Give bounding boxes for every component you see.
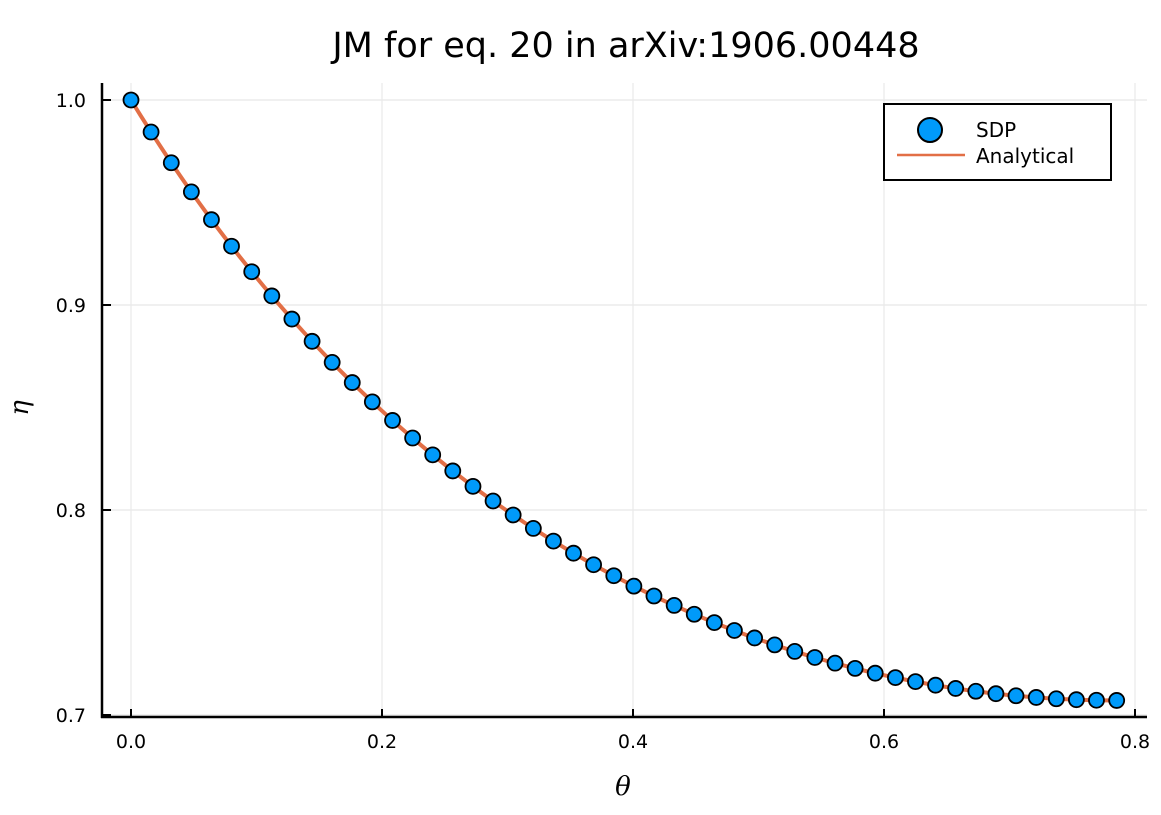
sdp-point <box>826 654 844 672</box>
sdp-point <box>484 492 502 510</box>
sdp-point <box>766 636 784 654</box>
y-axis-label: η <box>5 400 35 416</box>
legend-sdp-marker-icon <box>917 117 943 143</box>
sdp-point <box>806 649 824 666</box>
sdp-point <box>705 614 723 632</box>
sdp-point <box>1027 689 1045 706</box>
x-axis-label: θ <box>615 772 631 802</box>
sdp-point <box>846 659 864 677</box>
legend-box <box>883 103 1112 181</box>
sdp-point <box>243 263 261 281</box>
sdp-point <box>1108 692 1126 709</box>
sdp-point <box>585 556 602 574</box>
sdp-point <box>363 393 381 411</box>
sdp-point <box>424 446 442 464</box>
sdp-point <box>1067 691 1085 709</box>
x-tick-label: 0.6 <box>869 731 899 753</box>
x-tick-labels: 0.0 0.2 0.4 0.6 0.8 <box>116 731 1150 753</box>
sdp-point <box>947 680 965 697</box>
legend-label-sdp: SDP <box>976 118 1016 142</box>
sdp-point <box>987 685 1005 703</box>
x-tick-label: 0.0 <box>116 731 146 753</box>
sdp-point <box>142 123 160 141</box>
sdp-point <box>343 374 361 391</box>
sdp-point <box>565 544 582 562</box>
y-tick-label: 0.8 <box>56 500 86 522</box>
sdp-point <box>625 577 643 595</box>
x-tick-label: 0.8 <box>1120 731 1150 753</box>
sdp-markers <box>122 91 1126 709</box>
sdp-point <box>323 354 341 371</box>
sdp-point <box>907 673 924 691</box>
grid <box>102 83 1147 717</box>
sdp-point <box>384 412 401 429</box>
sdp-point <box>866 664 884 682</box>
chart-title: JM for eq. 20 in arXiv:1906.00448 <box>330 26 919 66</box>
sdp-point <box>927 676 944 694</box>
sdp-point <box>122 91 140 109</box>
axes <box>100 83 1147 719</box>
sdp-point <box>203 211 220 229</box>
sdp-point <box>464 477 482 495</box>
sdp-point <box>404 429 422 447</box>
sdp-point <box>162 154 180 172</box>
y-tick-label: 0.9 <box>56 295 86 317</box>
sdp-point <box>665 597 683 614</box>
sdp-point <box>223 237 240 255</box>
legend-label-analytical: Analytical <box>976 144 1074 168</box>
sdp-point <box>545 532 562 550</box>
sdp-point <box>1047 690 1065 708</box>
sdp-point <box>685 605 703 623</box>
y-tick-label: 1.0 <box>56 90 86 112</box>
sdp-point <box>887 669 904 687</box>
sdp-point <box>263 287 281 305</box>
sdp-point <box>786 643 804 660</box>
x-tick-label: 0.2 <box>367 731 397 753</box>
sdp-point <box>605 567 623 585</box>
sdp-point <box>967 682 985 700</box>
sdp-point <box>746 629 764 647</box>
analytical-line <box>129 98 1119 703</box>
sdp-point <box>726 622 743 639</box>
sdp-point <box>303 332 321 350</box>
sdp-point <box>1088 691 1105 709</box>
y-tick-label: 0.7 <box>56 705 86 727</box>
legend: SDP Analytical <box>883 103 1112 181</box>
sdp-point <box>504 506 522 524</box>
y-tick-labels: 0.7 0.8 0.9 1.0 <box>56 90 86 727</box>
x-tick-label: 0.4 <box>618 731 648 753</box>
sdp-point <box>524 519 542 537</box>
sdp-point <box>182 183 200 201</box>
sdp-point <box>283 310 301 328</box>
sdp-point <box>1007 687 1025 705</box>
sdp-point <box>645 587 663 605</box>
sdp-point <box>444 462 462 480</box>
